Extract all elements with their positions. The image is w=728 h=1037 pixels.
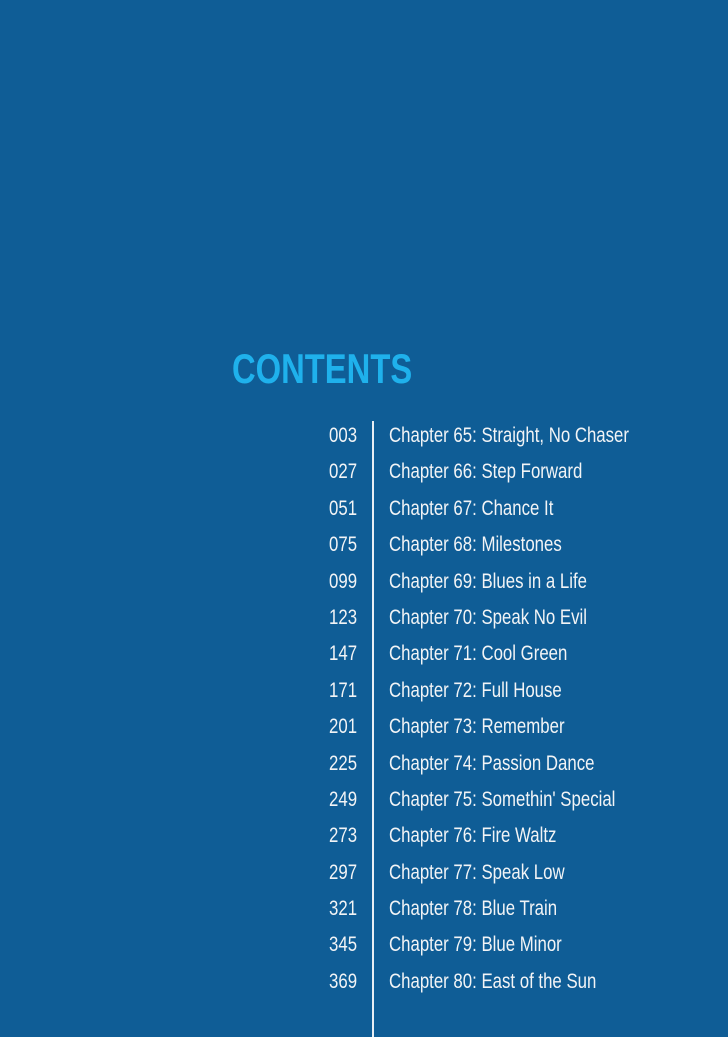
chapter-title: Chapter 75: Somethin' Special [389, 787, 616, 811]
page-number: 345 [328, 933, 357, 957]
chapter-title: Chapter 68: Milestones [389, 533, 562, 557]
chapter-title: Chapter 78: Blue Train [389, 897, 558, 921]
chapter-title: Chapter 72: Full House [389, 678, 562, 702]
page-number: 099 [328, 569, 357, 593]
contents-entry: 321 Chapter 78: Blue Train [0, 897, 728, 933]
page-number: 027 [328, 460, 357, 484]
chapter-title: Chapter 74: Passion Dance [389, 751, 595, 775]
chapter-title: Chapter 69: Blues in a Life [389, 569, 587, 593]
divider-line [372, 421, 374, 1037]
page-number: 051 [328, 496, 357, 520]
contents-entry: 171 Chapter 72: Full House [0, 679, 728, 715]
page-number: 273 [328, 824, 357, 848]
page-number: 171 [328, 678, 357, 702]
page-number: 075 [328, 533, 357, 557]
chapter-title: Chapter 67: Chance It [389, 496, 554, 520]
chapter-title: Chapter 70: Speak No Evil [389, 605, 587, 629]
chapter-title: Chapter 65: Straight, No Chaser [389, 424, 629, 447]
contents-entry: 075 Chapter 68: Milestones [0, 533, 728, 569]
contents-entry: 225 Chapter 74: Passion Dance [0, 752, 728, 788]
chapter-title: Chapter 76: Fire Waltz [389, 824, 557, 848]
page-number: 201 [328, 715, 357, 739]
chapter-title: Chapter 73: Remember [389, 715, 565, 739]
page-number: 297 [328, 860, 357, 884]
contents-entry: 123 Chapter 70: Speak No Evil [0, 606, 728, 642]
contents-list: 003 Chapter 65: Straight, No Chaser 027 Cha… [0, 424, 728, 1006]
contents-entry: 003 Chapter 65: Straight, No Chaser [0, 424, 728, 460]
page-number: 147 [328, 642, 357, 666]
chapter-title: Chapter 71: Cool Green [389, 642, 568, 666]
chapter-title: Chapter 79: Blue Minor [389, 933, 562, 957]
contents-entry: 027 Chapter 66: Step Forward [0, 460, 728, 496]
page-title: CONTENTS [232, 345, 413, 392]
page-number: 369 [328, 969, 357, 993]
contents-entry: 249 Chapter 75: Somethin' Special [0, 788, 728, 824]
contents-entry: 297 Chapter 77: Speak Low [0, 861, 728, 897]
chapter-title: Chapter 66: Step Forward [389, 460, 583, 484]
chapter-title: Chapter 80: East of the Sun [389, 969, 597, 993]
contents-entry: 369 Chapter 80: East of the Sun [0, 970, 728, 1006]
contents-entry: 051 Chapter 67: Chance It [0, 497, 728, 533]
page-number: 003 [328, 424, 357, 447]
contents-entry: 273 Chapter 76: Fire Waltz [0, 824, 728, 860]
contents-entry: 345 Chapter 79: Blue Minor [0, 933, 728, 969]
page-number: 225 [328, 751, 357, 775]
contents-entry: 099 Chapter 69: Blues in a Life [0, 570, 728, 606]
page-number: 249 [328, 787, 357, 811]
page-number: 123 [328, 605, 357, 629]
page-number: 321 [328, 897, 357, 921]
chapter-title: Chapter 77: Speak Low [389, 860, 565, 884]
contents-entry: 201 Chapter 73: Remember [0, 715, 728, 751]
contents-entry: 147 Chapter 71: Cool Green [0, 642, 728, 678]
